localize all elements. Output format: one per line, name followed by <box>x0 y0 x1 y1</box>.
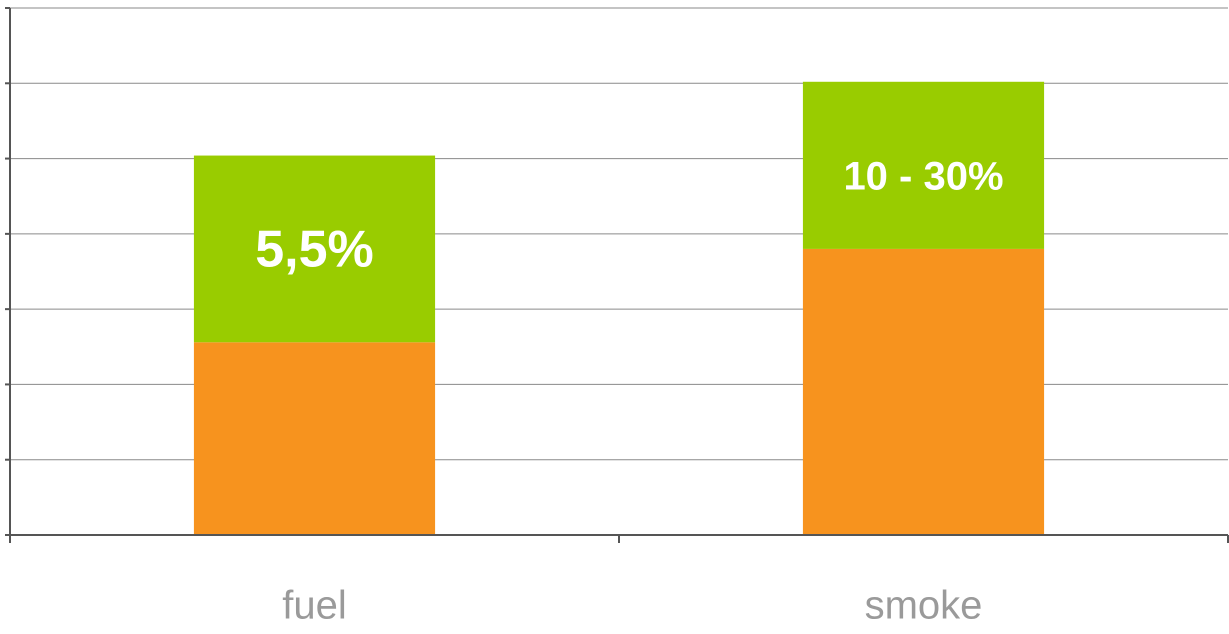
bar-segment <box>802 81 1045 249</box>
segment-label: 5,5% <box>255 221 374 279</box>
bar-segment <box>193 342 436 535</box>
segment-label: 10 - 30% <box>843 154 1003 198</box>
x-tick-label: fuel <box>282 584 347 628</box>
bar-segment <box>193 155 436 343</box>
x-tick-label: smoke <box>865 584 983 628</box>
bar-segment <box>802 248 1045 535</box>
